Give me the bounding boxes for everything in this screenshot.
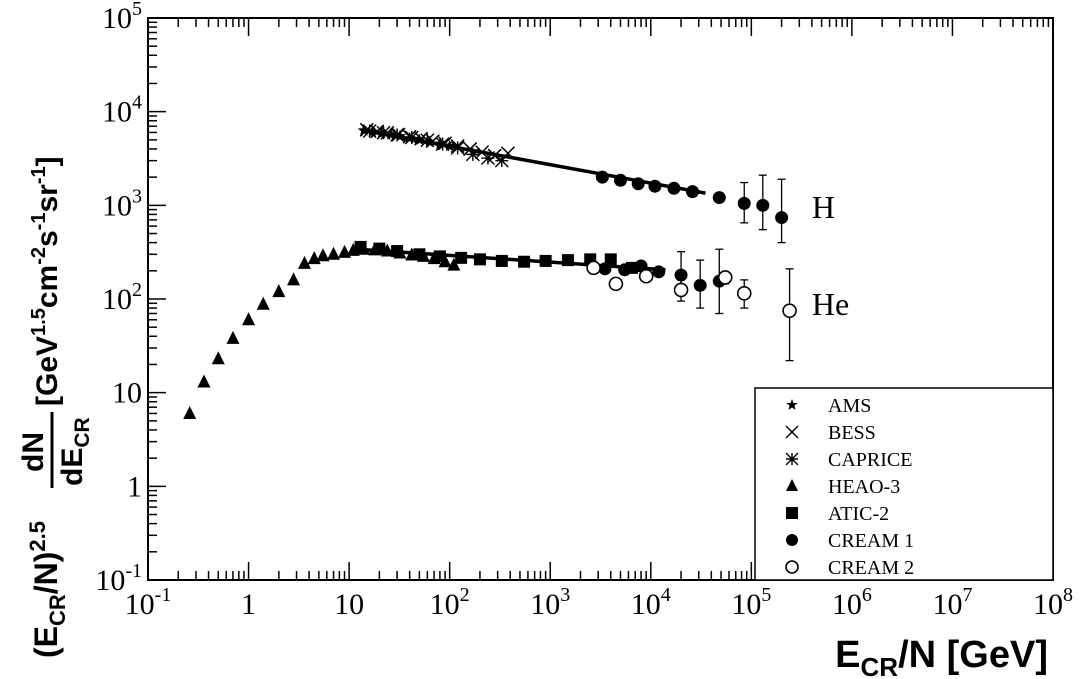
data-point [738,287,751,300]
y-tick-label: 1 [127,470,142,503]
data-point [226,331,239,344]
x-tick-label: 102 [430,584,470,621]
annotation-label: He [812,286,849,322]
y-tick-label: 104 [102,92,142,129]
x-tick-label: 107 [932,584,972,621]
legend-label: CREAM 2 [828,557,914,579]
legend: AMS BESS CAPRICE HEAO-3 ATIC-2 CREAM 1 CREAM 2 [755,388,1053,580]
data-point [738,197,751,210]
data-point [783,304,796,317]
y-tick-label: 102 [102,279,142,316]
data-point [391,245,403,257]
svg-text:(ECR/N)2.5: (ECR/N)2.5 [25,521,70,658]
data-point [632,177,645,190]
y-tick-label: 105 [102,0,142,35]
y-unit-label: [GeV1.5cm-2s-1sr-1] [28,156,64,406]
data-point [212,351,225,364]
data-point [496,255,508,267]
data-point [675,283,688,296]
legend-marker [786,507,798,519]
x-tick-label: 105 [731,584,771,621]
legend-marker [786,561,798,573]
data-point [455,252,467,264]
x-tick-label: 106 [832,584,872,621]
data-point [363,125,376,138]
y-axis-title: (ECR/N)2.5 dN dECR [GeV1.5cm-2s-1sr-1] [17,156,94,658]
x-tick-label: 103 [530,584,570,621]
data-point [495,154,508,167]
data-point [413,248,425,260]
data-point [391,128,404,141]
y-frac-numerator: dN [17,432,50,472]
data-point [719,271,732,284]
data-point [434,250,446,262]
data-point [421,134,434,147]
annotations: H He [812,189,849,322]
legend-label: CAPRICE [828,449,912,471]
data-point [614,174,627,187]
data-point [640,270,653,283]
data-point [481,152,494,165]
data-point [518,256,530,268]
data-point [327,247,340,260]
y-frac-denominator: dECR [56,417,94,486]
legend-label: ATIC-2 [828,503,889,525]
data-point [355,241,367,253]
data-point [596,171,609,184]
data-point [775,211,788,224]
legend-marker [786,453,798,465]
data-point [609,277,622,290]
data-point [540,255,552,267]
data-point [373,243,385,255]
data-point [618,263,631,276]
series-caprice [363,125,508,168]
legend-label: AMS [828,395,871,417]
legend-label: BESS [828,422,876,444]
data-point [377,126,390,139]
y-tick-label: 10 [112,377,142,410]
x-tick-label: 108 [1033,584,1073,621]
data-point [694,279,707,292]
data-point [648,180,661,193]
data-point [756,199,769,212]
legend-label: HEAO-3 [828,476,900,498]
series-heao-3 [183,242,460,419]
annotation-label: H [812,189,835,225]
data-point [451,141,464,154]
data-point [474,253,486,265]
x-tick-label: 104 [631,584,671,621]
data-point [436,138,449,151]
y-tick-label: 103 [102,185,142,222]
data-point [197,374,210,387]
x-axis-title: ECR/N [GeV] [835,634,1048,679]
x-tick-label: 1 [241,588,256,621]
data-point [466,148,479,161]
x-tick-label: 10 [334,588,364,621]
legend-marker [786,534,798,546]
data-marks [183,123,796,419]
data-point [272,284,285,297]
legend-label: CREAM 1 [828,530,914,552]
data-point [562,254,574,266]
data-point [686,185,699,198]
data-point [587,261,600,274]
data-point [713,191,726,204]
x-tick-label: 10-1 [125,584,172,621]
series-cream-2 [587,261,796,360]
data-point [183,406,196,419]
data-point [405,131,418,144]
data-point [652,265,665,278]
data-point [257,297,270,310]
series-cream-1 [596,171,788,314]
data-point [667,182,680,195]
data-point [242,312,255,325]
data-point [287,272,300,285]
